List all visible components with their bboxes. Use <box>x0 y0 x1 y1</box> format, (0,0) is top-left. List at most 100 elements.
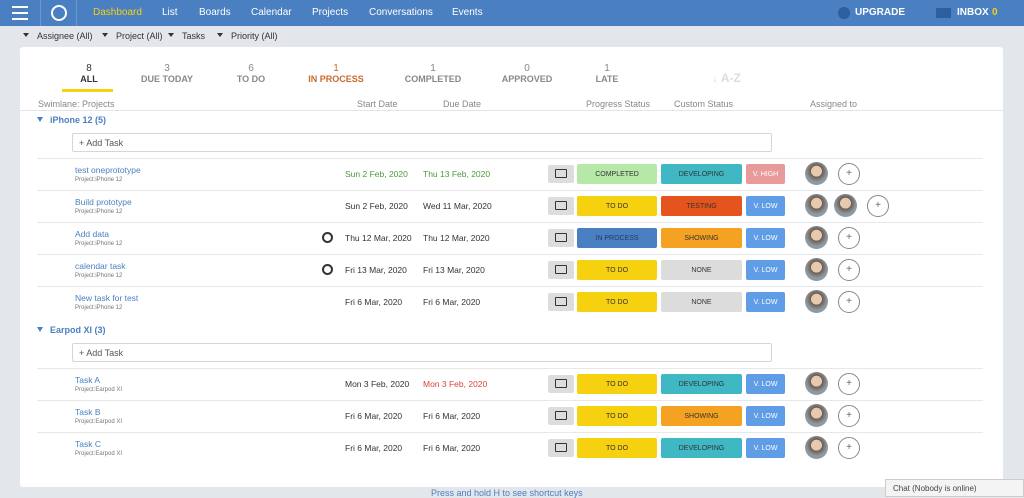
collapse-arrow[interactable] <box>37 117 43 122</box>
task-project: Project:Earpod XI <box>75 451 123 457</box>
custom-status[interactable]: DEVELOPING <box>661 438 742 458</box>
custom-status[interactable]: DEVELOPING <box>661 164 742 184</box>
due-date: Wed 11 Mar, 2020 <box>423 201 492 211</box>
custom-status[interactable]: TESTING <box>661 196 742 216</box>
tab-count[interactable]: 1 <box>430 63 436 74</box>
priority-status[interactable]: V. LOW <box>746 406 785 426</box>
comment-button[interactable] <box>548 261 574 279</box>
task-name[interactable]: Add data <box>75 229 110 239</box>
chat[interactable]: Chat (Nobody is online) <box>885 479 1024 497</box>
progress-status[interactable]: TO DO <box>577 374 657 394</box>
comment-button[interactable] <box>548 229 574 247</box>
task-name[interactable]: test oneprototype <box>75 165 141 175</box>
progress-status[interactable]: TO DO <box>577 260 657 280</box>
progress-status[interactable]: IN PROCESS <box>577 228 657 248</box>
tab-label[interactable]: DUE TODAY <box>140 74 193 84</box>
nav-item[interactable]: Dashboard <box>93 7 142 18</box>
column-header: Start Date <box>357 99 398 109</box>
upgrade[interactable]: UPGRADE <box>855 7 906 18</box>
task-name[interactable]: calendar task <box>75 261 126 271</box>
add-assignee[interactable]: + <box>838 163 860 185</box>
comment-button[interactable] <box>548 165 574 183</box>
nav-item[interactable]: List <box>162 7 178 18</box>
add-task[interactable]: + Add Task <box>72 133 772 152</box>
filter[interactable]: Assignee (All) <box>37 31 93 41</box>
menu-icon[interactable] <box>12 6 28 20</box>
filter[interactable]: Project (All) <box>116 31 163 41</box>
priority-status[interactable]: V. LOW <box>746 374 785 394</box>
comment-button[interactable] <box>548 439 574 457</box>
task-project: Project:Earpod XI <box>75 419 123 425</box>
task-name[interactable]: Task B <box>75 407 101 417</box>
progress-status[interactable]: TO DO <box>577 196 657 216</box>
priority-status[interactable]: V. LOW <box>746 196 785 216</box>
start-date: Mon 3 Feb, 2020 <box>345 379 410 389</box>
add-assignee[interactable]: + <box>838 227 860 249</box>
tab-count[interactable]: 1 <box>333 63 339 74</box>
tab-count[interactable]: 0 <box>524 63 530 74</box>
priority-status[interactable]: V. LOW <box>746 260 785 280</box>
add-assignee[interactable]: + <box>867 195 889 217</box>
filter[interactable]: Priority (All) <box>231 31 278 41</box>
recur-icon <box>322 232 333 243</box>
add-assignee[interactable]: + <box>838 291 860 313</box>
progress-status[interactable]: COMPLETED <box>577 164 657 184</box>
tab-label[interactable]: LATE <box>595 74 619 84</box>
column-header: Progress Status <box>586 99 651 109</box>
group-title[interactable]: iPhone 12 (5) <box>50 115 107 125</box>
tab-count[interactable]: 8 <box>86 63 92 74</box>
filter[interactable]: Tasks <box>182 31 206 41</box>
priority-status[interactable]: V. HIGH <box>746 164 785 184</box>
avatar <box>805 258 828 281</box>
tab-count[interactable]: 6 <box>248 63 254 74</box>
task-name[interactable]: Task A <box>75 375 101 385</box>
inbox[interactable]: INBOX <box>957 7 989 18</box>
group-title[interactable]: Earpod XI (3) <box>50 325 106 335</box>
tab-label[interactable]: TO DO <box>236 74 266 84</box>
custom-status[interactable]: NONE <box>661 260 742 280</box>
comment-button[interactable] <box>548 375 574 393</box>
row-line <box>37 432 983 433</box>
add-assignee[interactable]: + <box>838 437 860 459</box>
task-name[interactable]: New task for test <box>75 293 139 303</box>
row-line <box>37 400 983 401</box>
nav-item[interactable]: Events <box>452 7 483 18</box>
comment-button[interactable] <box>548 197 574 215</box>
progress-status[interactable]: TO DO <box>577 292 657 312</box>
comment-button[interactable] <box>548 407 574 425</box>
custom-status[interactable]: SHOWING <box>661 406 742 426</box>
nav-item[interactable]: Boards <box>199 7 231 18</box>
add-assignee[interactable]: + <box>838 405 860 427</box>
priority-status[interactable]: V. LOW <box>746 438 785 458</box>
custom-status[interactable]: SHOWING <box>661 228 742 248</box>
tab-label[interactable]: IN PROCESS <box>308 74 364 84</box>
add-assignee[interactable]: + <box>838 259 860 281</box>
filter-arrow <box>102 33 108 37</box>
nav-item[interactable]: Projects <box>312 7 349 18</box>
task-name[interactable]: Build prototype <box>75 197 132 207</box>
start-date: Sun 2 Feb, 2020 <box>345 201 408 211</box>
comment-icon <box>555 233 567 242</box>
priority-status[interactable]: V. LOW <box>746 292 785 312</box>
nav-item[interactable]: Calendar <box>251 7 292 18</box>
task-project: Project:iPhone 12 <box>75 209 123 215</box>
comment-button[interactable] <box>548 293 574 311</box>
tab-count[interactable]: 1 <box>604 63 610 74</box>
custom-status[interactable]: DEVELOPING <box>661 374 742 394</box>
clock-icon[interactable] <box>51 5 67 21</box>
tab-label[interactable]: ALL <box>80 74 98 84</box>
priority-status[interactable]: V. LOW <box>746 228 785 248</box>
custom-status[interactable]: NONE <box>661 292 742 312</box>
add-assignee[interactable]: + <box>838 373 860 395</box>
tab-label[interactable]: COMPLETED <box>404 74 462 84</box>
collapse-arrow[interactable] <box>37 327 43 332</box>
tab-count[interactable]: 3 <box>164 63 170 74</box>
progress-status[interactable]: TO DO <box>577 438 657 458</box>
progress-status[interactable]: TO DO <box>577 406 657 426</box>
nav-item[interactable]: Conversations <box>369 7 433 18</box>
tab-label[interactable]: APPROVED <box>501 74 553 84</box>
sort[interactable]: ↓ A-Z <box>712 71 741 85</box>
add-task[interactable]: + Add Task <box>72 343 772 362</box>
task-name[interactable]: Task C <box>75 439 101 449</box>
